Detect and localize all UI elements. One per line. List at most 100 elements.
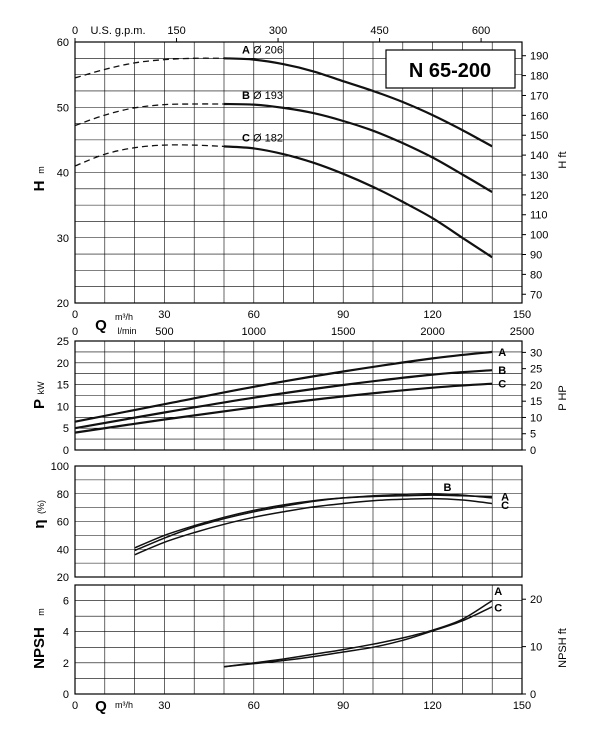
- head-panel-frame: [74, 41, 523, 304]
- gpm-tick: 300: [269, 25, 287, 37]
- power-panel-frame: [74, 340, 523, 451]
- lmin-tick: 0: [72, 326, 78, 338]
- lmin-tick: 2000: [420, 326, 444, 338]
- power-y-tick: 15: [57, 380, 69, 392]
- efficiency-axis-unit: (%): [36, 500, 46, 514]
- power-curve-A: [74, 350, 493, 423]
- head-y-tick: 40: [57, 168, 69, 180]
- npsh-curve-C: [223, 606, 493, 668]
- efficiency-curve-C: [134, 497, 493, 556]
- head-y2-tick: 170: [530, 90, 548, 102]
- efficiency-y-tick: 60: [57, 517, 69, 529]
- power-curve-label-B: B: [498, 365, 506, 377]
- head-curve-label-B: B: [242, 90, 250, 102]
- power-curve-label-A: A: [498, 347, 506, 359]
- head-curve-A-extension: [74, 57, 225, 79]
- power-y-tick: 20: [57, 358, 69, 370]
- head-curve-diameter-C: Ø 182: [253, 132, 283, 144]
- efficiency-y-tick: 80: [57, 489, 69, 501]
- efficiency-y-tick: 100: [51, 461, 69, 473]
- q-tick-bottom: 120: [423, 700, 441, 712]
- gpm-tick: 600: [472, 25, 490, 37]
- q-symbol-bottom: Q: [95, 698, 107, 715]
- head-y-tick: 50: [57, 102, 69, 114]
- gpm-tick: 0: [72, 25, 78, 37]
- q-unit-m3h-bottom: m³/h: [115, 700, 133, 710]
- efficiency-curve-label-B: B: [444, 482, 452, 494]
- power-axis-symbol: P: [31, 399, 48, 409]
- head-curve-label-A: A: [242, 44, 250, 56]
- q-tick-top: 120: [423, 309, 441, 321]
- power-y-tick: 0: [63, 445, 69, 457]
- npsh-panel-frame: [74, 584, 523, 695]
- power-y-tick: 10: [57, 401, 69, 413]
- q-symbol-top: Q: [95, 317, 107, 334]
- efficiency-curve-label-C: C: [501, 500, 509, 512]
- npsh-curve-label-C: C: [494, 602, 502, 614]
- power-y2-tick: 0: [530, 445, 536, 457]
- q-unit-m3h-top: m³/h: [115, 312, 133, 322]
- power-y2-tick: 25: [530, 364, 542, 376]
- npsh-axis-unit: m: [36, 608, 46, 616]
- npsh-y2-tick: 0: [530, 689, 536, 701]
- q-unit-lmin: l/min: [117, 326, 136, 336]
- npsh-y-tick: 2: [63, 658, 69, 670]
- head-y2-tick: 100: [530, 230, 548, 242]
- efficiency-curve-label-A: A: [501, 492, 509, 504]
- q-tick-top: 90: [337, 309, 349, 321]
- power-y-tick: 5: [63, 423, 69, 435]
- curve-layer: [74, 57, 493, 668]
- head-y2-tick: 80: [530, 269, 542, 281]
- grid-layer: [75, 42, 522, 694]
- power-y-tick: 25: [57, 336, 69, 348]
- gpm-tick: 150: [167, 25, 185, 37]
- q-tick-top: 60: [248, 309, 260, 321]
- lmin-tick: 2500: [510, 326, 534, 338]
- q-tick-bottom: 0: [72, 700, 78, 712]
- head-curve-label-C: C: [242, 132, 250, 144]
- npsh-y2-tick: 10: [530, 642, 542, 654]
- head-y2-tick: 190: [530, 51, 548, 63]
- head-curve-A: [223, 57, 493, 148]
- efficiency-y-tick: 40: [57, 544, 69, 556]
- q-tick-top: 150: [513, 309, 531, 321]
- lmin-tick: 1000: [242, 326, 266, 338]
- power-y2-tick: 15: [530, 396, 542, 408]
- head-y-tick: 30: [57, 233, 69, 245]
- power-y2-tick: 20: [530, 380, 542, 392]
- head-y-tick: 20: [57, 298, 69, 310]
- gpm-unit-label: U.S. g.p.m.: [90, 25, 145, 37]
- lmin-tick: 1500: [331, 326, 355, 338]
- head-curve-C: [223, 145, 493, 259]
- q-tick-top: 30: [158, 309, 170, 321]
- head-curve-B: [223, 102, 493, 194]
- power-y2-tick: 10: [530, 412, 542, 424]
- power-curve-C: [74, 382, 493, 434]
- head-y2-tick: 160: [530, 110, 548, 122]
- head-ft-axis-label: H ft: [557, 151, 569, 168]
- npsh-axis-symbol: NPSH: [31, 627, 48, 669]
- gpm-tick: 450: [370, 25, 388, 37]
- head-axis-unit: m: [36, 166, 46, 174]
- head-axis-symbol: H: [31, 181, 48, 192]
- head-curve-diameter-B: Ø 193: [253, 90, 283, 102]
- q-tick-top: 0: [72, 309, 78, 321]
- head-curve-diameter-A: Ø 206: [253, 44, 283, 56]
- head-y2-tick: 120: [530, 190, 548, 202]
- power-y2-tick: 5: [530, 429, 536, 441]
- q-tick-bottom: 30: [158, 700, 170, 712]
- frame-layer: [74, 38, 526, 695]
- head-y2-tick: 150: [530, 130, 548, 142]
- text-layer: 2030405060708090100110120130140150160170…: [31, 25, 569, 715]
- npsh-y-tick: 4: [63, 627, 69, 639]
- head-y2-tick: 130: [530, 170, 548, 182]
- q-tick-bottom: 90: [337, 700, 349, 712]
- npsh-y-tick: 6: [63, 596, 69, 608]
- head-y2-tick: 90: [530, 249, 542, 261]
- power-curve-B: [74, 369, 493, 430]
- lmin-tick: 500: [155, 326, 173, 338]
- head-curve-B-extension: [74, 103, 225, 127]
- power-axis-unit: kW: [36, 381, 46, 395]
- head-y-tick: 60: [57, 37, 69, 49]
